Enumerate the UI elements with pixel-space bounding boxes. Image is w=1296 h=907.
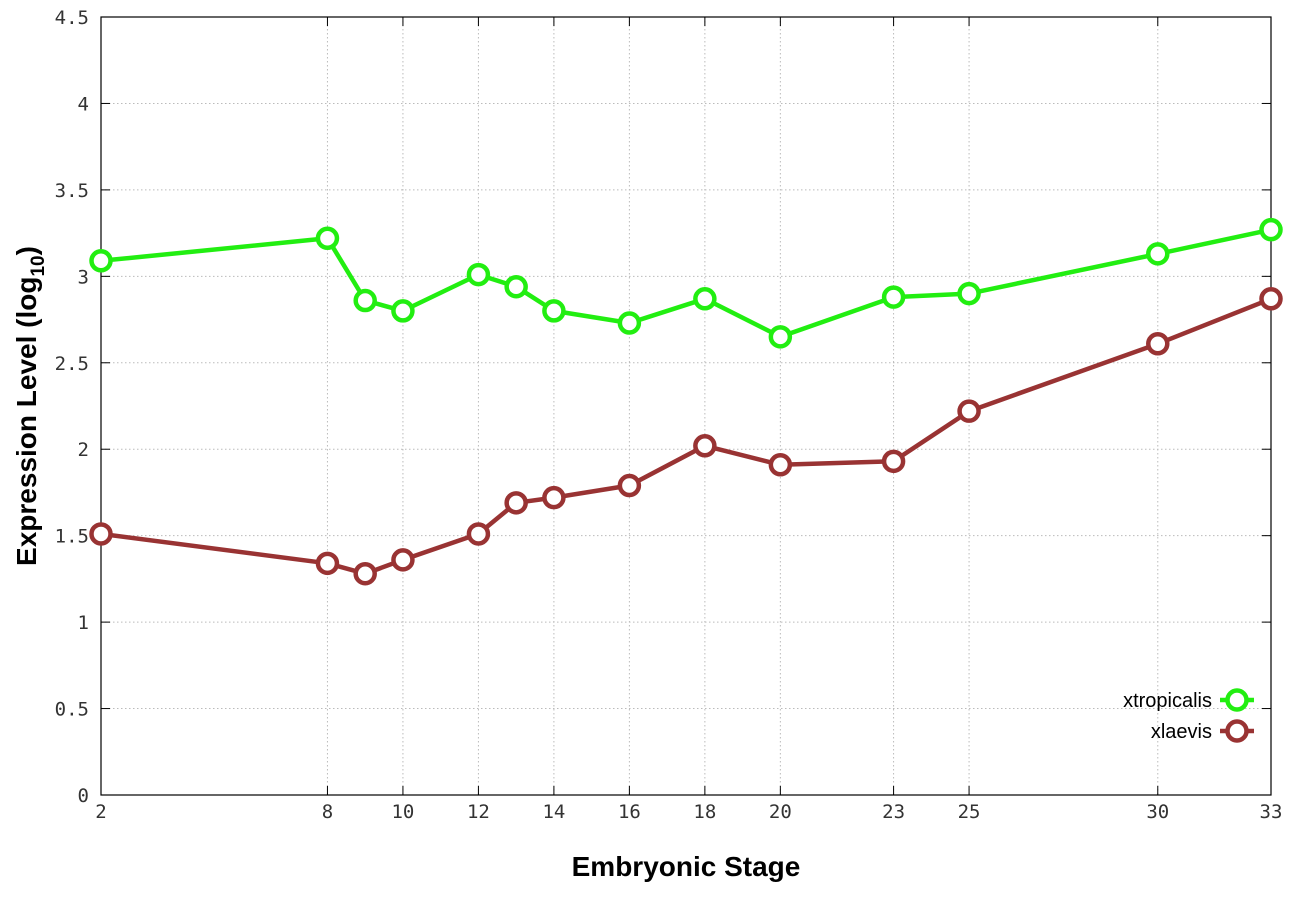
y-tick-label: 0 bbox=[78, 785, 89, 807]
x-axis-ticks: 2 8 10 12 14 16 18 20 23 25 30 33 bbox=[95, 17, 1282, 823]
grid-lines bbox=[101, 17, 1271, 795]
legend-label: xtropicalis bbox=[1123, 690, 1212, 712]
legend-swatch-marker bbox=[1225, 719, 1249, 743]
series-line-xtropicalis bbox=[100, 227, 1272, 340]
data-point-xtropicalis bbox=[881, 285, 906, 309]
y-axis-title-close: ) bbox=[11, 246, 42, 255]
plot-frame bbox=[100, 16, 1272, 796]
data-point-xlaevis bbox=[617, 473, 642, 498]
y-axis-ticks: 0 0.5 1 1.5 2 2.5 3 3.5 4 4.5 bbox=[55, 7, 1271, 807]
data-point-xlaevis bbox=[353, 561, 377, 586]
series-line-xlaevis bbox=[100, 296, 1272, 576]
y-tick-label: 4.5 bbox=[55, 7, 89, 29]
y-axis-title-subscript: 10 bbox=[28, 255, 49, 276]
legend-swatch-marker bbox=[1225, 688, 1249, 712]
y-tick-label: 3 bbox=[78, 266, 89, 288]
x-tick-label: 23 bbox=[882, 801, 905, 823]
x-tick-label: 33 bbox=[1260, 801, 1283, 823]
data-point-xlaevis bbox=[1146, 332, 1170, 356]
data-point-xtropicalis bbox=[617, 311, 642, 335]
y-axis-title: Expression Level (log10) bbox=[11, 246, 49, 566]
data-point-xlaevis bbox=[1259, 287, 1283, 311]
data-point-xtropicalis bbox=[89, 249, 113, 273]
data-point-xlaevis bbox=[466, 522, 491, 546]
data-point-xlaevis bbox=[315, 551, 340, 576]
data-point-xlaevis bbox=[957, 399, 981, 423]
y-axis-title-main: Expression Level (log bbox=[11, 277, 42, 566]
series-layer bbox=[89, 217, 1283, 586]
y-tick-label: 1 bbox=[78, 612, 89, 634]
data-point-xtropicalis bbox=[1259, 217, 1283, 242]
x-tick-label: 30 bbox=[1146, 801, 1169, 823]
y-tick-label: 2.5 bbox=[55, 353, 89, 375]
data-point-xlaevis bbox=[391, 548, 415, 572]
x-tick-label: 20 bbox=[769, 801, 792, 823]
x-axis-title: Embryonic Stage bbox=[572, 851, 801, 882]
data-point-xtropicalis bbox=[957, 281, 981, 306]
data-point-xlaevis bbox=[542, 485, 566, 510]
data-point-xtropicalis bbox=[353, 288, 377, 313]
data-point-xlaevis bbox=[768, 453, 793, 477]
data-point-xtropicalis bbox=[315, 226, 340, 251]
x-tick-label: 2 bbox=[95, 801, 106, 823]
data-point-xlaevis bbox=[881, 449, 906, 474]
data-point-xlaevis bbox=[504, 491, 528, 515]
data-point-xtropicalis bbox=[542, 299, 566, 323]
x-tick-label: 25 bbox=[958, 801, 981, 823]
x-tick-label: 14 bbox=[542, 801, 565, 823]
y-tick-label: 3.5 bbox=[55, 180, 89, 202]
data-point-xtropicalis bbox=[391, 299, 415, 323]
y-tick-label: 2 bbox=[78, 439, 89, 461]
legend-label: xlaevis bbox=[1151, 721, 1212, 743]
data-point-xtropicalis bbox=[466, 262, 491, 287]
x-tick-label: 18 bbox=[693, 801, 716, 823]
y-tick-label: 0.5 bbox=[55, 699, 89, 721]
data-point-xtropicalis bbox=[693, 287, 717, 311]
x-tick-label: 12 bbox=[467, 801, 490, 823]
y-tick-label: 4 bbox=[78, 93, 89, 115]
x-tick-label: 16 bbox=[618, 801, 641, 823]
data-point-xlaevis bbox=[693, 434, 717, 458]
x-tick-label: 8 bbox=[322, 801, 333, 823]
data-point-xlaevis bbox=[89, 522, 113, 546]
x-tick-label: 10 bbox=[391, 801, 414, 823]
data-point-xtropicalis bbox=[1146, 242, 1170, 266]
legend: xtropicalis xlaevis bbox=[1123, 688, 1254, 743]
data-point-xtropicalis bbox=[504, 274, 528, 299]
data-point-xtropicalis bbox=[768, 325, 793, 349]
y-tick-label: 1.5 bbox=[55, 526, 89, 548]
